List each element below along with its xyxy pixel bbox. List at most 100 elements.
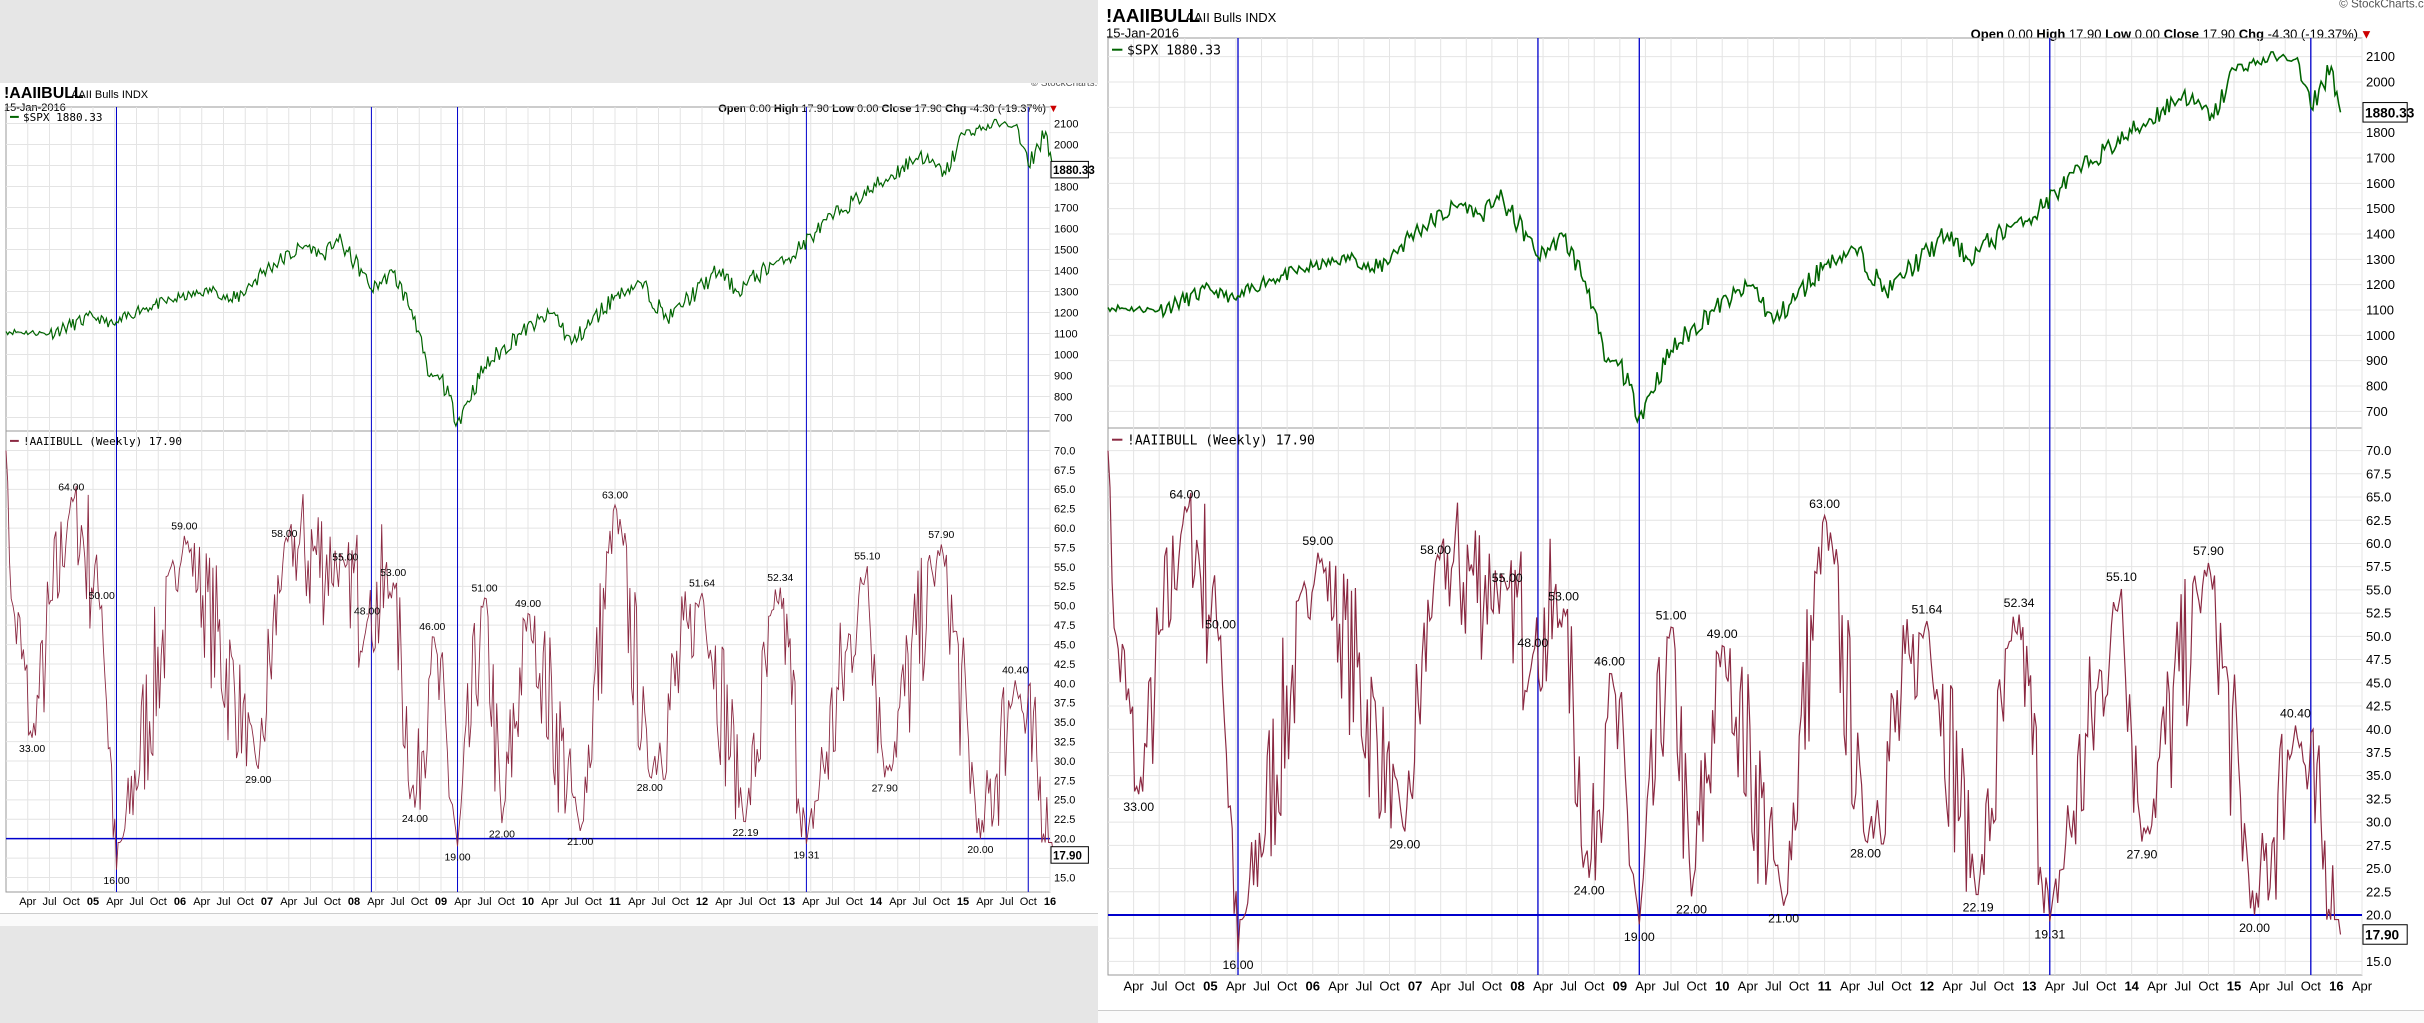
undefined-x-tick-label: Apr (2352, 979, 2373, 994)
undefined-x-tick-label: Oct (1020, 896, 1037, 908)
undefined-bull-y-tick: 62.5 (1054, 504, 1075, 516)
undefined-ohlc-line: Open 0.00 High 17.90 Low 0.00 Close 17.9… (718, 103, 1046, 115)
undefined-bull-value-tag-box (1050, 846, 1089, 864)
undefined-x-tick-label: 16 (2329, 979, 2343, 994)
undefined-x-tick-label: Jul (42, 896, 56, 908)
undefined-bull-point-label: 59.00 (1302, 534, 1333, 548)
undefined-price-y-tick: 1600 (2366, 176, 2395, 191)
undefined-bull-point-label: 40.40 (2280, 707, 2311, 721)
undefined-x-tick-label: Apr (454, 896, 471, 908)
undefined-x-tick-label: 12 (696, 896, 708, 908)
undefined-x-tick-label: 10 (522, 896, 534, 908)
undefined-x-tick-label: Oct (498, 896, 515, 908)
undefined-x-tick-label: Apr (193, 896, 210, 908)
undefined-price-y-tick: 900 (1054, 370, 1072, 382)
undefined-bull-point-label: 53.00 (1548, 590, 1579, 604)
undefined-bull-point-label: 59.00 (171, 521, 197, 532)
undefined-bull-y-tick: 27.5 (2366, 838, 2391, 853)
undefined-price-y-tick: 1400 (1054, 265, 1078, 277)
undefined-x-tick-label: Jul (651, 896, 665, 908)
undefined-bull-y-tick: 20.0 (1054, 834, 1075, 846)
undefined-bull-point-label: 19.00 (444, 853, 470, 864)
undefined-bull-value-tag: 17.90 (2365, 928, 2400, 943)
undefined-bull-point-label: 49.00 (1707, 627, 1738, 641)
undefined-bull-point-label: 33.00 (1123, 800, 1154, 814)
undefined-x-tick-label: Jul (564, 896, 578, 908)
undefined-x-tick-label: Jul (825, 896, 839, 908)
undefined-watermark: © StockCharts.com (2339, 0, 2424, 11)
undefined-bull-point-label: 55.10 (854, 552, 880, 563)
undefined-bull-point-label: 33.00 (19, 744, 45, 755)
undefined-bull-y-tick: 70.0 (2366, 443, 2391, 458)
undefined-bull-point-label: 19.31 (2034, 927, 2065, 941)
undefined-ohlc-part: Open (718, 103, 746, 115)
undefined-x-tick-label: 13 (783, 896, 795, 908)
undefined-price-legend: $SPX 1880.33 (1127, 43, 1221, 58)
undefined-x-tick-label: 13 (2022, 979, 2036, 994)
undefined-chg-marker: ▼ (2360, 26, 2373, 41)
undefined-bull-point-label: 48.00 (1517, 636, 1548, 650)
undefined-bull-point-label: 21.00 (567, 837, 593, 848)
undefined-x-tick-label: Oct (1175, 979, 1196, 994)
undefined-bull-point-label: 51.00 (1656, 608, 1687, 622)
undefined-bull-y-tick: 32.5 (1054, 736, 1075, 748)
undefined-x-tick-label: Apr (1533, 979, 1554, 994)
undefined-bull-y-tick: 57.5 (1054, 542, 1075, 554)
undefined-bull-point-label: 46.00 (419, 622, 445, 633)
undefined-bull-point-label: 46.00 (1594, 655, 1625, 669)
undefined-x-tick-label: Apr (715, 896, 732, 908)
undefined-price-y-tick: 700 (1054, 412, 1072, 424)
undefined-price-y-tick: 1700 (2366, 151, 2395, 166)
undefined-x-tick-label: Oct (2096, 979, 2117, 994)
undefined-name-label: AAII Bulls INDX (1185, 10, 1276, 25)
undefined-bull-point-label: 22.00 (1676, 902, 1707, 916)
undefined-price-value-tag: 1880.33 (2365, 106, 2415, 121)
undefined-bull-legend: !AAIIBULL (Weekly) 17.90 (1127, 433, 1315, 448)
undefined-bull-y-tick: 65.0 (2366, 490, 2391, 505)
undefined-bull-y-tick: 47.5 (2366, 652, 2391, 667)
undefined-bull-point-label: 20.00 (2239, 921, 2270, 935)
undefined-bull-y-tick: 52.5 (2366, 606, 2391, 621)
undefined-price-y-tick: 1000 (1054, 349, 1078, 361)
undefined-x-tick-label: Oct (1789, 979, 1810, 994)
undefined-bull-point-label: 57.90 (928, 530, 954, 541)
undefined-bull-value-tag: 17.90 (1053, 850, 1082, 862)
undefined-bull-point-label: 28.00 (1850, 847, 1881, 861)
undefined-x-tick-label: Jul (2072, 979, 2089, 994)
undefined-bull-y-tick: 70.0 (1054, 445, 1075, 457)
undefined-x-tick-label: Apr (628, 896, 645, 908)
undefined-bull-point-label: 63.00 (602, 490, 628, 501)
undefined-x-tick-label: 08 (348, 896, 360, 908)
undefined-price-y-tick: 2100 (1054, 118, 1078, 130)
undefined-price-y-tick: 1100 (2366, 303, 2394, 318)
undefined-x-tick-label: Oct (1482, 979, 1503, 994)
undefined-bull-point-label: 53.00 (380, 568, 406, 579)
undefined-x-tick-label: Oct (237, 896, 254, 908)
undefined-price-y-tick: 800 (1054, 391, 1072, 403)
undefined-x-tick-label: Jul (2175, 979, 2192, 994)
undefined-bull-y-tick: 42.5 (1054, 659, 1075, 671)
undefined-price-y-tick: 1500 (2366, 201, 2395, 216)
undefined-bull-y-tick: 15.0 (1054, 872, 1075, 884)
undefined-x-tick-label: Oct (759, 896, 776, 908)
undefined-bull-point-label: 63.00 (1809, 497, 1840, 511)
undefined-bull-point-label: 16.00 (1223, 958, 1254, 972)
undefined-x-tick-label: Jul (1867, 979, 1884, 994)
undefined-bull-point-label: 55.10 (2106, 570, 2137, 584)
undefined-ohlc-part: 17.90 (2199, 26, 2235, 41)
undefined-x-tick-label: Oct (933, 896, 950, 908)
undefined-x-tick-label: Jul (1970, 979, 1987, 994)
undefined-x-tick-label: Jul (1253, 979, 1270, 994)
undefined-bull-point-label: 22.00 (489, 829, 515, 840)
undefined-bull-point-label: 64.00 (1169, 488, 1200, 502)
undefined-x-tick-label: Jul (129, 896, 143, 908)
undefined-bull-y-tick: 67.5 (1054, 465, 1075, 477)
undefined-x-tick-label: Oct (63, 896, 80, 908)
undefined-x-tick-label: Apr (1328, 979, 1349, 994)
undefined-ohlc-part: 17.90 (911, 103, 942, 115)
undefined-bull-y-tick: 22.5 (2366, 884, 2391, 899)
undefined-ohlc-part: Chg (942, 103, 966, 115)
undefined-x-tick-label: 07 (1408, 979, 1422, 994)
